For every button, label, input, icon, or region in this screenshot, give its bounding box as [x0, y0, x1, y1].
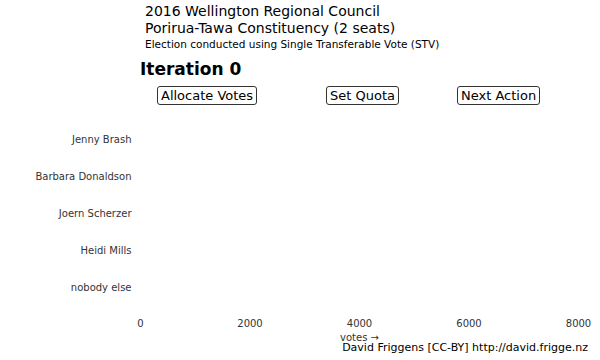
svg-text:8000: 8000	[566, 318, 591, 329]
html-text:Porirua-Tawa Constituency (2 s: Porirua-Tawa Constituency (2 seats)	[145, 20, 396, 36]
svg-text:Joern Scherzer: Joern Scherzer	[58, 208, 133, 219]
html-text:Set Quota: Set Quota	[330, 88, 395, 103]
svg-text:Barbara Donaldson: Barbara Donaldson	[35, 171, 131, 182]
html-text:Election conducted using Singl: Election conducted using Single Transfer…	[145, 38, 440, 50]
html-text:Iteration 0: Iteration 0	[140, 59, 242, 79]
html-text:Allocate Votes: Allocate Votes	[161, 88, 254, 103]
svg-text:Jenny Brash: Jenny Brash	[71, 134, 132, 145]
svg-text:6000: 6000	[456, 318, 481, 329]
svg-text:2000: 2000	[237, 318, 262, 329]
html-text:Next Action: Next Action	[461, 88, 537, 103]
svg-text:votes →: votes →	[340, 332, 379, 343]
svg-text:Heidi Mills: Heidi Mills	[81, 245, 132, 256]
svg-text:nobody else: nobody else	[71, 282, 132, 293]
svg-text:0: 0	[137, 318, 143, 329]
html-text:David Friggens [CC-BY] http://: David Friggens [CC-BY] http://david.frig…	[342, 341, 588, 354]
svg-text:4000: 4000	[347, 318, 372, 329]
html-text:2016 Wellington Regional Counc: 2016 Wellington Regional Council	[145, 3, 380, 19]
